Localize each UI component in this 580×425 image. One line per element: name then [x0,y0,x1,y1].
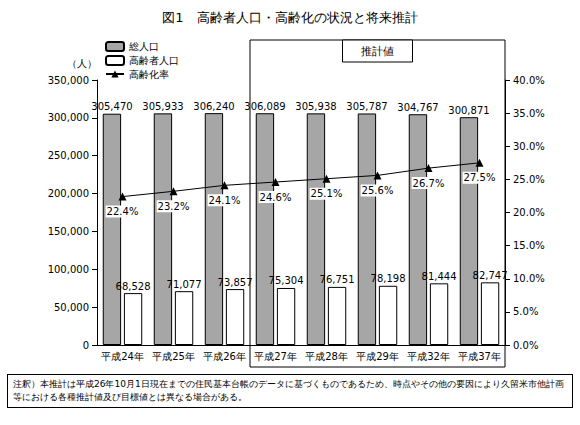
svg-text:平成29年: 平成29年 [356,351,399,362]
svg-text:76,751: 76,751 [320,274,355,285]
svg-text:15.0%: 15.0% [513,240,545,251]
svg-text:305,470: 305,470 [91,101,132,112]
svg-text:平成26年: 平成26年 [203,351,246,362]
svg-text:350,000: 350,000 [48,75,89,86]
svg-text:71,077: 71,077 [167,279,202,290]
svg-text:50,000: 50,000 [54,302,89,313]
svg-text:高齢者人口: 高齢者人口 [129,55,179,66]
svg-text:300,000: 300,000 [48,112,89,123]
html-text:注釈）本推計は平成26年10月1日現在までの住民基本台帳のデ: 注釈）本推計は平成26年10月1日現在までの住民基本台帳のデータに基づくものであ… [13,379,564,402]
svg-text:25.6%: 25.6% [362,185,394,196]
svg-text:高齢化率: 高齢化率 [129,69,169,80]
svg-text:推計値: 推計値 [361,45,394,58]
svg-text:平成24年: 平成24年 [101,351,144,362]
svg-text:25.1%: 25.1% [311,188,343,199]
svg-text:306,089: 306,089 [244,100,286,112]
svg-text:27.5%: 27.5% [464,172,496,183]
svg-text:200,000: 200,000 [48,188,89,199]
svg-text:306,240: 306,240 [193,101,234,112]
svg-text:305,787: 305,787 [346,101,387,112]
svg-text:平成25年: 平成25年 [152,351,195,362]
svg-text:5.0%: 5.0% [513,306,538,317]
svg-text:24.6%: 24.6% [260,192,292,203]
svg-text:平成27年: 平成27年 [254,351,297,362]
svg-text:平成28年: 平成28年 [305,351,348,362]
svg-text:75,304: 75,304 [269,275,304,286]
svg-text:73,857: 73,857 [218,277,253,288]
svg-text:82,747: 82,747 [473,270,508,281]
svg-text:0.0%: 0.0% [513,340,538,351]
svg-text:24.1%: 24.1% [209,195,241,206]
svg-text:25.0%: 25.0% [513,174,545,185]
svg-text:23.2%: 23.2% [158,201,190,212]
svg-text:81,444: 81,444 [422,271,457,282]
svg-text:305,933: 305,933 [142,101,183,112]
svg-text:（人）: （人） [67,58,97,69]
svg-text:26.7%: 26.7% [413,178,445,189]
svg-text:総人口: 総人口 [128,41,159,52]
svg-text:10.0%: 10.0% [513,273,545,284]
svg-text:22.4%: 22.4% [107,206,139,217]
svg-text:0: 0 [83,340,89,351]
svg-text:図1 高齢者人口・高齢化の状況と将来推計: 図1 高齢者人口・高齢化の状況と将来推計 [162,10,417,25]
svg-text:平成37年: 平成37年 [458,351,501,362]
svg-text:305,938: 305,938 [295,101,336,112]
svg-text:35.0%: 35.0% [513,108,545,119]
svg-text:250,000: 250,000 [48,150,89,161]
svg-text:平成32年: 平成32年 [407,351,450,362]
svg-text:150,000: 150,000 [48,226,89,237]
svg-text:304,767: 304,767 [397,102,438,113]
svg-text:78,198: 78,198 [371,273,406,284]
svg-text:20.0%: 20.0% [513,207,545,218]
svg-text:300,871: 300,871 [448,105,489,116]
svg-text:30.0%: 30.0% [513,141,545,152]
svg-text:40.0%: 40.0% [513,75,545,86]
svg-text:68,528: 68,528 [116,281,151,292]
svg-text:100,000: 100,000 [48,264,89,275]
